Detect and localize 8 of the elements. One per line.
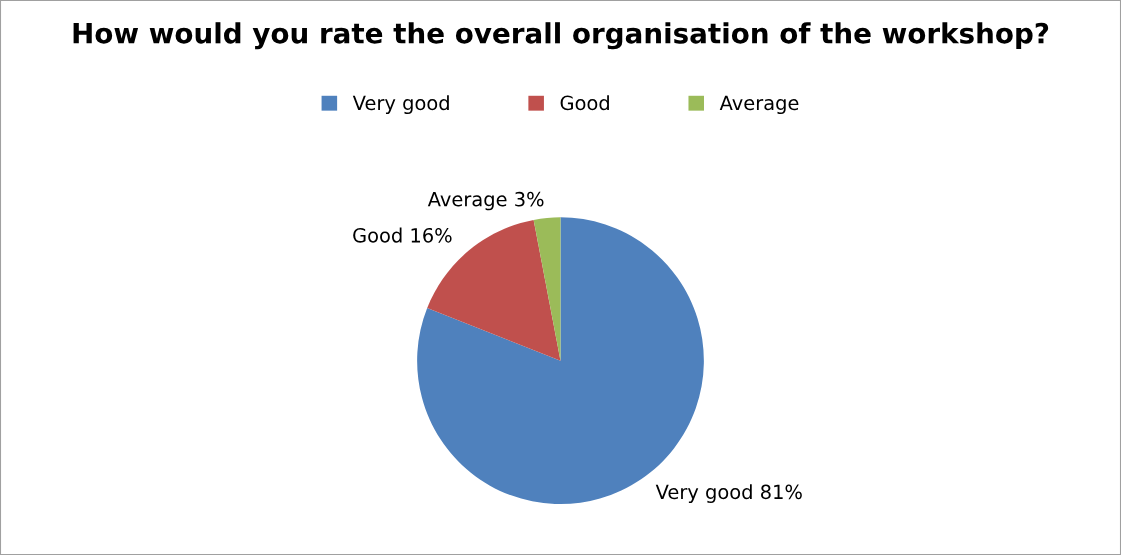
- legend-label: Very good: [352, 95, 449, 115]
- data-label: Good 16%: [353, 227, 452, 243]
- data-label: Very good 81%: [655, 484, 802, 503]
- data-label: Average 3%: [427, 191, 544, 211]
- legend-label: Average: [719, 95, 799, 115]
- chart-title: How would you rate the overall organisation of the workshop?: [73, 22, 1049, 50]
- legend-label: Good: [560, 95, 609, 111]
- pie-slice: [533, 217, 561, 361]
